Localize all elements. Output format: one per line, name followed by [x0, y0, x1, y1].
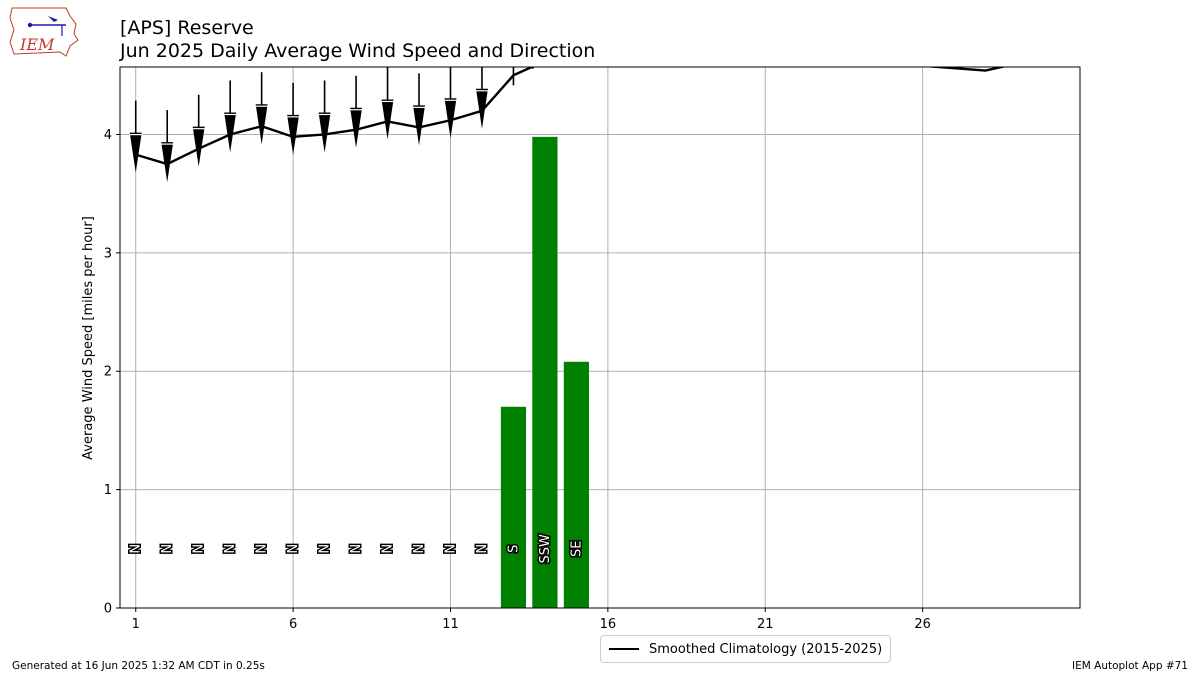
wind-barb: [318, 80, 331, 153]
barb-flag: [444, 98, 457, 139]
barb-staff: [569, 20, 599, 50]
bar: [563, 361, 589, 608]
plot-frame: [119, 66, 1081, 609]
legend: Smoothed Climatology (2015-2025): [600, 635, 892, 663]
y-tick-label: 2: [104, 365, 112, 380]
barb-flag: [287, 114, 300, 155]
wind-barb: [475, 67, 488, 129]
direction-label: N: [381, 544, 396, 554]
wind-barbs: [129, 0, 603, 183]
x-tick-label: 26: [914, 617, 931, 632]
direction-label: N: [286, 544, 301, 554]
direction-label: N: [129, 544, 144, 554]
barb-flag: [381, 99, 394, 140]
y-tick-label: 4: [104, 128, 112, 143]
wind-barb: [350, 75, 363, 148]
direction-label: N: [349, 544, 364, 554]
generated-timestamp: Generated at 16 Jun 2025 1:32 AM CDT in …: [12, 660, 265, 672]
wind-barb: [444, 67, 457, 139]
direction-label: N: [192, 544, 207, 554]
direction-label: N: [160, 544, 175, 554]
wind-barb: [129, 100, 142, 173]
wind-barb: [255, 72, 268, 145]
wind-barb: [161, 110, 174, 183]
wind-barb: [544, 0, 603, 54]
barb-flag: [475, 88, 488, 129]
legend-label: Smoothed Climatology (2015-2025): [649, 641, 883, 657]
barb-flag: [224, 112, 237, 153]
direction-label: N: [255, 544, 270, 554]
wind-barb: [224, 80, 237, 153]
barb-flag: [539, 0, 565, 41]
direction-label: N: [223, 544, 238, 554]
wind-barb: [413, 73, 426, 146]
x-tick-label: 21: [757, 617, 774, 632]
chart-subtitle: Jun 2025 Daily Average Wind Speed and Di…: [120, 40, 596, 62]
barb-staff: [531, 67, 550, 69]
barb-flag: [507, 13, 519, 53]
direction-label: N: [443, 544, 458, 554]
barb-flag: [161, 142, 174, 183]
direction-label: N: [475, 544, 490, 554]
x-tick-label: 11: [442, 617, 459, 632]
barb-flag: [192, 126, 205, 167]
climatology-layer: [135, 67, 1007, 166]
bar: [500, 406, 527, 608]
barb-flag: [350, 107, 363, 148]
wind-barb: [507, 13, 519, 86]
bars: [500, 136, 589, 608]
wind-barb: [531, 0, 565, 69]
bar: [532, 136, 558, 608]
direction-label: SE: [569, 541, 584, 557]
x-tick-label: 1: [132, 617, 140, 632]
direction-label: N: [412, 544, 427, 554]
legend-line-swatch: [609, 648, 639, 650]
barb-flag: [544, 0, 581, 31]
barb-flag: [413, 105, 426, 146]
y-axis-label: Average Wind Speed [miles per hour]: [81, 216, 96, 460]
direction-labels: N N N N N N N N N N N N S SSW SE: [127, 532, 586, 565]
x-tick-label: 16: [600, 617, 617, 632]
wind-barb: [287, 82, 300, 155]
chart-title: [APS] Reserve: [120, 17, 254, 39]
barb-flag: [318, 112, 331, 153]
app-credit: IEM Autoplot App #71: [1072, 660, 1188, 672]
wind-barb: [381, 67, 394, 140]
direction-label: SSW: [538, 534, 553, 564]
climatology-line: [135, 67, 1007, 166]
y-tick-label: 0: [104, 602, 112, 617]
barb-tick: [540, 35, 551, 40]
svg-text:IEM: IEM: [19, 35, 55, 54]
y-tick-label: 1: [104, 483, 112, 498]
wind-barb: [192, 94, 205, 167]
barb-tick: [571, 22, 579, 30]
x-tick-label: 6: [289, 617, 297, 632]
barb-flag: [255, 104, 268, 145]
direction-label: N: [318, 544, 333, 554]
direction-label: S: [506, 545, 521, 553]
y-tick-label: 3: [104, 246, 112, 261]
grid-lines: [120, 67, 1080, 609]
barb-flag: [129, 132, 142, 173]
iem-logo: IEM: [9, 7, 79, 57]
